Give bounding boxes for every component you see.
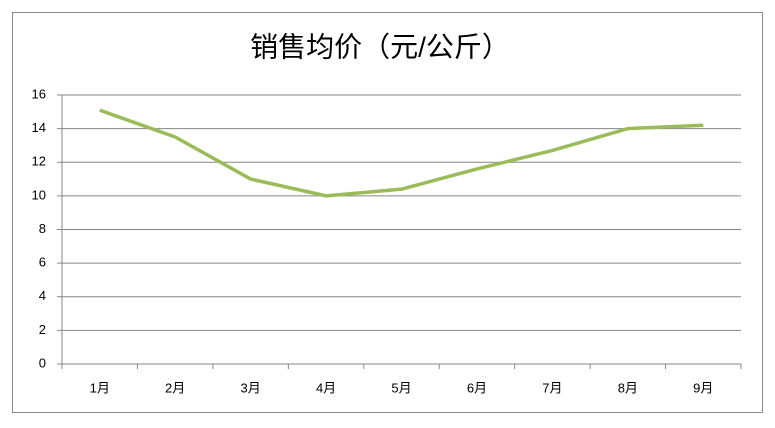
data-line: [99, 108, 704, 198]
x-tick-label: 5月: [391, 380, 411, 395]
y-tick-label: 0: [39, 355, 46, 370]
x-tick-label: 3月: [240, 380, 260, 395]
y-tick-label: 12: [32, 154, 46, 169]
x-tick-label: 2月: [165, 380, 185, 395]
x-tick-label: 1月: [90, 380, 110, 395]
x-tick-label: 4月: [316, 380, 336, 395]
x-tick-label: 6月: [467, 380, 487, 395]
y-tick-label: 2: [39, 322, 46, 337]
y-tick-label: 16: [32, 86, 46, 101]
x-tick-label: 8月: [618, 380, 638, 395]
y-tick-label: 10: [32, 187, 46, 202]
chart-frame: [12, 12, 763, 413]
y-tick-label: 4: [39, 288, 46, 303]
x-tick-label: 9月: [693, 380, 713, 395]
y-tick-label: 14: [32, 120, 46, 135]
y-tick-label: 6: [39, 255, 46, 270]
x-tick-label: 7月: [542, 380, 562, 395]
chart-title: 销售均价（元/公斤）: [250, 31, 510, 62]
y-tick-label: 8: [39, 221, 46, 236]
